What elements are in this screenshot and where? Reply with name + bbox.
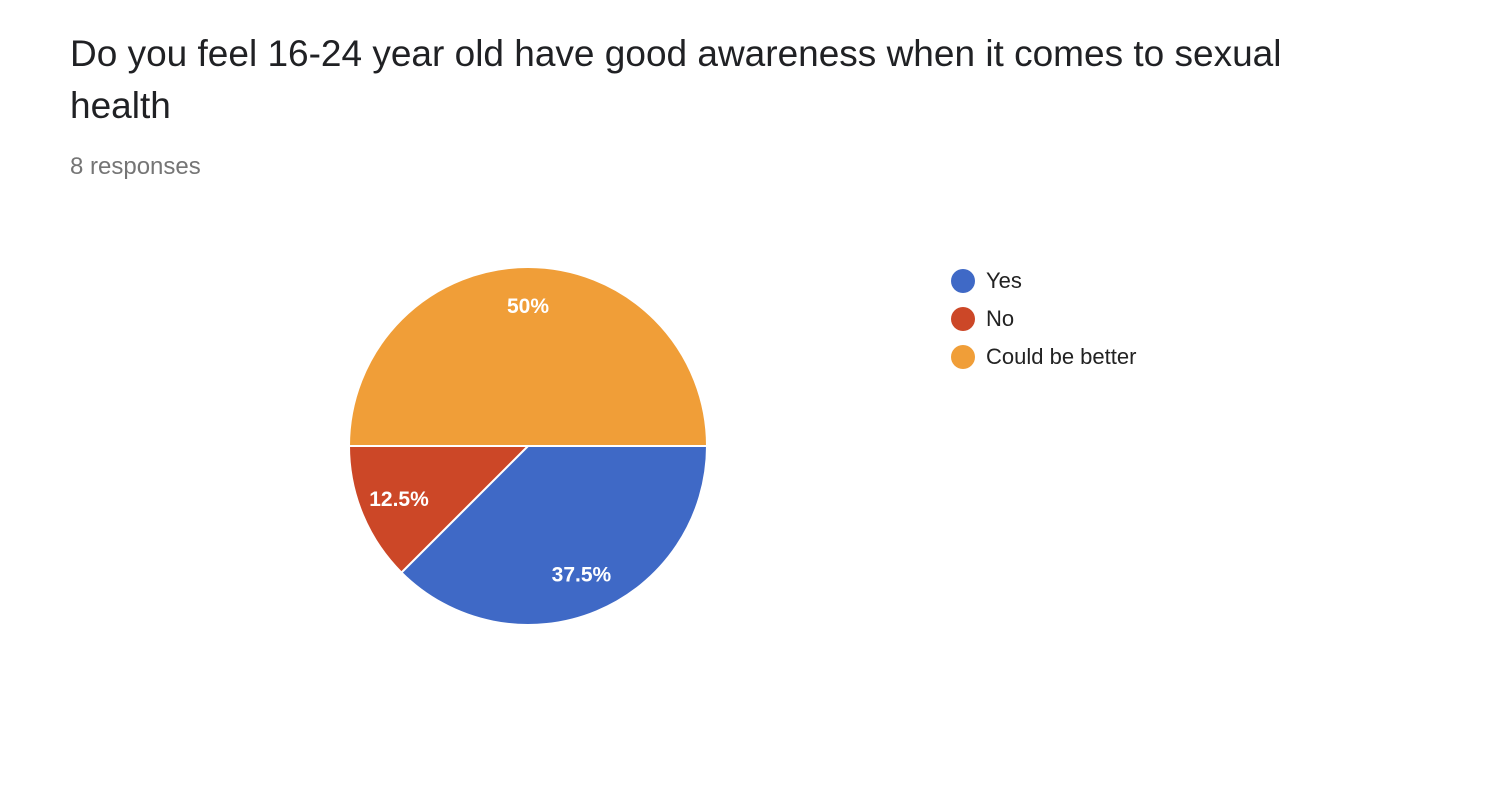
legend-item-could-be-better[interactable]: Could be better (951, 338, 1136, 376)
legend-label: Could be better (986, 344, 1137, 369)
response-count: 8 responses (70, 153, 201, 180)
legend-label: Yes (986, 268, 1022, 293)
legend-item-no[interactable]: No (951, 300, 1136, 338)
legend-swatch (951, 345, 975, 369)
pie-slice-no[interactable] (347, 445, 531, 574)
legend-label: No (986, 306, 1015, 331)
pie-slices (347, 266, 709, 626)
legend-item-yes[interactable]: Yes (951, 262, 1136, 300)
pie-labels: 37.5% 12.5% 50% (369, 295, 611, 587)
question-title: Do you feel 16-24 year old have good awa… (70, 33, 1282, 126)
slice-value-label: 50% (507, 295, 549, 318)
legend: Yes No Could be better (951, 262, 1136, 376)
legend-swatch (951, 307, 975, 331)
legend-swatch (951, 269, 975, 293)
slice-value-label: 37.5% (552, 563, 612, 586)
pie-slice-could-be-better[interactable] (347, 266, 709, 447)
slice-value-label: 12.5% (369, 488, 429, 511)
pie-slice-yes[interactable] (400, 445, 709, 626)
